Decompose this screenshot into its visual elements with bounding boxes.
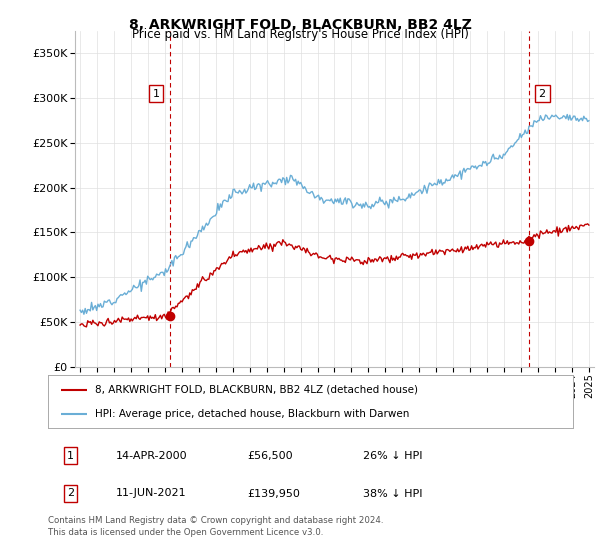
Text: 11-JUN-2021: 11-JUN-2021 [116, 488, 187, 498]
Text: 2: 2 [67, 488, 74, 498]
Text: 8, ARKWRIGHT FOLD, BLACKBURN, BB2 4LZ: 8, ARKWRIGHT FOLD, BLACKBURN, BB2 4LZ [128, 18, 472, 32]
Text: 8, ARKWRIGHT FOLD, BLACKBURN, BB2 4LZ (detached house): 8, ARKWRIGHT FOLD, BLACKBURN, BB2 4LZ (d… [95, 385, 418, 395]
Text: Price paid vs. HM Land Registry's House Price Index (HPI): Price paid vs. HM Land Registry's House … [131, 28, 469, 41]
Text: 1: 1 [67, 451, 74, 461]
Text: £139,950: £139,950 [248, 488, 301, 498]
Text: 26% ↓ HPI: 26% ↓ HPI [363, 451, 422, 461]
Text: 1: 1 [152, 88, 160, 99]
Text: 38% ↓ HPI: 38% ↓ HPI [363, 488, 422, 498]
Text: Contains HM Land Registry data © Crown copyright and database right 2024.
This d: Contains HM Land Registry data © Crown c… [48, 516, 383, 537]
Text: 2: 2 [539, 88, 545, 99]
Text: HPI: Average price, detached house, Blackburn with Darwen: HPI: Average price, detached house, Blac… [95, 409, 410, 419]
Text: £56,500: £56,500 [248, 451, 293, 461]
Text: 14-APR-2000: 14-APR-2000 [116, 451, 188, 461]
